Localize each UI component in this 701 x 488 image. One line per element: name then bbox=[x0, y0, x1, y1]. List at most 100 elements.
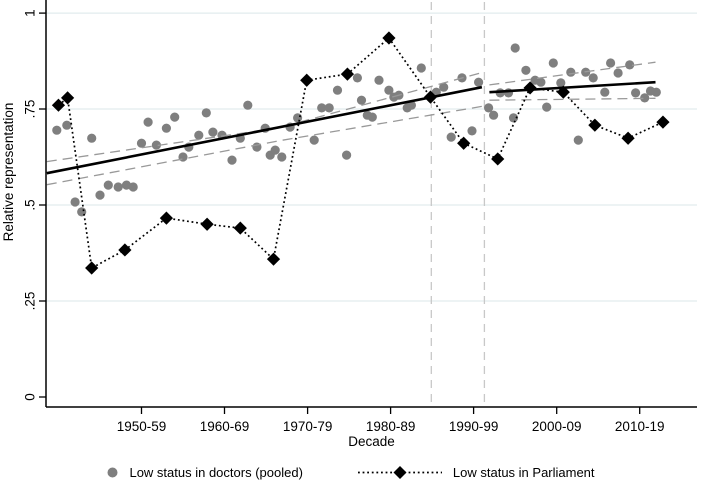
legend: Low status in doctors (pooled) Low statu… bbox=[0, 465, 701, 480]
parliament-point bbox=[423, 90, 438, 104]
x-tick-label: 1960-69 bbox=[200, 419, 250, 434]
doctor-point bbox=[467, 126, 477, 136]
x-tick-label: 1980-89 bbox=[366, 419, 416, 434]
doctor-point bbox=[606, 58, 616, 68]
doctor-point bbox=[352, 73, 362, 83]
doctor-point bbox=[62, 120, 72, 130]
y-tick-label: 1 bbox=[23, 9, 38, 17]
doctor-point bbox=[374, 75, 384, 85]
doctor-point bbox=[356, 95, 367, 105]
confidence-interval-line bbox=[489, 61, 656, 86]
parliament-point bbox=[51, 98, 66, 112]
x-tick-label: 1950-59 bbox=[117, 419, 167, 434]
parliament-point bbox=[266, 252, 281, 266]
parliament-point bbox=[588, 118, 602, 132]
doctor-point bbox=[324, 103, 334, 113]
parliament-point bbox=[85, 261, 99, 275]
parliament-point bbox=[382, 31, 396, 45]
parliament-point bbox=[200, 217, 214, 231]
doctor-point bbox=[474, 77, 484, 87]
doctor-point bbox=[208, 127, 218, 137]
doctor-point bbox=[317, 103, 327, 113]
doctor-point bbox=[489, 110, 499, 120]
doctor-point bbox=[439, 82, 449, 92]
doctor-point bbox=[70, 197, 80, 207]
x-tick-label: 2000-09 bbox=[532, 419, 582, 434]
confidence-interval-line bbox=[489, 97, 656, 101]
x-axis-title: Decade bbox=[348, 434, 395, 449]
doctor-point bbox=[342, 150, 352, 160]
doctor-point bbox=[384, 85, 394, 95]
parliament-point bbox=[233, 221, 247, 235]
doctor-point bbox=[194, 130, 204, 140]
doctor-point bbox=[651, 87, 661, 97]
doctor-point bbox=[243, 100, 253, 110]
y-tick-label: .5 bbox=[23, 199, 38, 210]
doctor-point bbox=[309, 135, 319, 145]
doctor-point bbox=[640, 93, 650, 103]
doctor-point bbox=[573, 135, 583, 145]
doctor-point bbox=[367, 112, 377, 122]
parliament-point bbox=[118, 243, 132, 257]
doctor-point bbox=[542, 102, 552, 112]
doctor-point bbox=[103, 180, 113, 190]
trend-line bbox=[489, 80, 656, 94]
parliament-point bbox=[656, 115, 670, 129]
doctor-point bbox=[227, 155, 237, 165]
doctor-point bbox=[52, 125, 62, 135]
gray-circle-icon bbox=[107, 467, 118, 478]
parliament-point bbox=[621, 131, 635, 145]
doctor-point bbox=[95, 190, 105, 200]
parliament-point bbox=[457, 136, 471, 150]
doctor-point bbox=[484, 103, 494, 113]
doctor-point bbox=[510, 43, 520, 53]
legend-item-doctors: Low status in doctors (pooled) bbox=[106, 465, 303, 480]
doctor-point bbox=[631, 88, 641, 98]
trend-line bbox=[46, 85, 483, 175]
doctor-point bbox=[600, 87, 610, 97]
legend-label-parliament: Low status in Parliament bbox=[452, 465, 595, 480]
y-axis-title: Relative representation bbox=[1, 103, 16, 242]
black-diamond-dotted-line-icon bbox=[357, 466, 442, 479]
x-tick-label: 1990-99 bbox=[449, 419, 499, 434]
doctor-point bbox=[416, 63, 426, 73]
doctor-point bbox=[536, 77, 546, 87]
doctor-point bbox=[277, 152, 287, 162]
doctor-point bbox=[136, 138, 147, 148]
parliament-point bbox=[556, 85, 570, 99]
parliament-point bbox=[523, 81, 537, 95]
x-tick-label: 1970-79 bbox=[283, 419, 333, 434]
doctor-point bbox=[201, 108, 211, 118]
doctor-point bbox=[151, 140, 161, 150]
legend-label-doctors: Low status in doctors (pooled) bbox=[129, 465, 303, 480]
doctor-point bbox=[170, 112, 180, 122]
doctor-point bbox=[508, 113, 519, 123]
doctor-point bbox=[332, 85, 343, 95]
doctor-point bbox=[613, 68, 623, 78]
y-tick-label: .75 bbox=[23, 100, 38, 119]
legend-item-parliament: Low status in Parliament bbox=[357, 465, 595, 480]
doctor-point bbox=[556, 78, 566, 88]
doctor-point bbox=[128, 182, 138, 192]
parliament-point bbox=[300, 73, 314, 87]
doctor-point bbox=[566, 67, 576, 77]
doctor-point bbox=[548, 58, 558, 68]
y-tick-label: .25 bbox=[23, 292, 38, 311]
y-tick-label: 0 bbox=[23, 393, 38, 401]
doctor-point bbox=[293, 113, 303, 123]
confidence-interval-line bbox=[46, 105, 483, 186]
doctor-point bbox=[87, 133, 97, 143]
parliament-point bbox=[60, 91, 75, 105]
doctor-point bbox=[270, 145, 280, 155]
parliament-point bbox=[491, 152, 505, 166]
doctor-point bbox=[588, 73, 598, 83]
x-tick-label: 2010-19 bbox=[615, 419, 665, 434]
doctor-point bbox=[113, 182, 123, 192]
doctor-point bbox=[625, 60, 635, 70]
parliament-point bbox=[340, 67, 355, 81]
confidence-interval-line bbox=[46, 71, 483, 163]
doctor-point bbox=[446, 132, 456, 142]
doctor-point bbox=[161, 123, 171, 133]
